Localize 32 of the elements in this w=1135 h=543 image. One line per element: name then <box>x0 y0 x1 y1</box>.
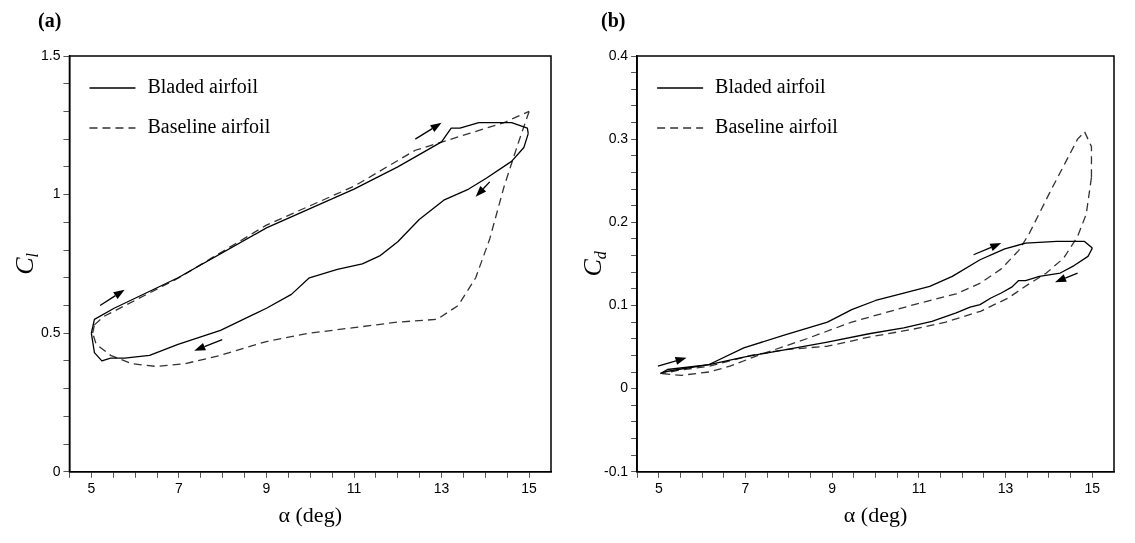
chart-title: (a) <box>38 9 62 33</box>
y-tick-label: 0 <box>52 462 61 479</box>
y-tick-label: 0.1 <box>608 296 629 313</box>
x-axis-title: α (deg) <box>278 501 342 527</box>
x-tick-label: 7 <box>741 480 750 497</box>
x-tick-label: 9 <box>262 480 271 497</box>
y-tick-label: 0.2 <box>608 213 629 230</box>
y-axis-title: Cd <box>578 250 610 277</box>
y-tick-label: 0.4 <box>608 46 629 63</box>
x-axis-title: α (deg) <box>843 501 908 527</box>
legend-label: Bladed airfoil <box>147 75 259 98</box>
x-tick-label: 13 <box>433 480 450 497</box>
y-axis-title: Cl <box>10 252 42 275</box>
x-tick-label: 5 <box>87 480 96 497</box>
x-tick-label: 11 <box>911 480 927 497</box>
x-tick-label: 5 <box>654 480 663 497</box>
y-tick-label: 0.3 <box>608 130 629 147</box>
chart-title: (b) <box>601 9 626 33</box>
x-tick-label: 15 <box>1084 480 1101 497</box>
legend-label: Baseline airfoil <box>715 115 839 138</box>
x-tick-label: 9 <box>828 480 837 497</box>
y-tick-label: 0.5 <box>40 324 61 341</box>
x-tick-label: 7 <box>175 480 183 497</box>
y-tick-label: 1.5 <box>40 46 61 63</box>
y-tick-label: 1 <box>52 185 61 202</box>
y-tick-label: 0 <box>620 379 629 396</box>
y-tick-label: -0.1 <box>604 462 629 479</box>
x-tick-label: 13 <box>997 480 1014 497</box>
x-tick-label: 15 <box>521 480 538 497</box>
legend-label: Bladed airfoil <box>715 75 827 98</box>
legend-label: Baseline airfoil <box>147 115 271 138</box>
x-tick-label: 11 <box>346 480 362 497</box>
